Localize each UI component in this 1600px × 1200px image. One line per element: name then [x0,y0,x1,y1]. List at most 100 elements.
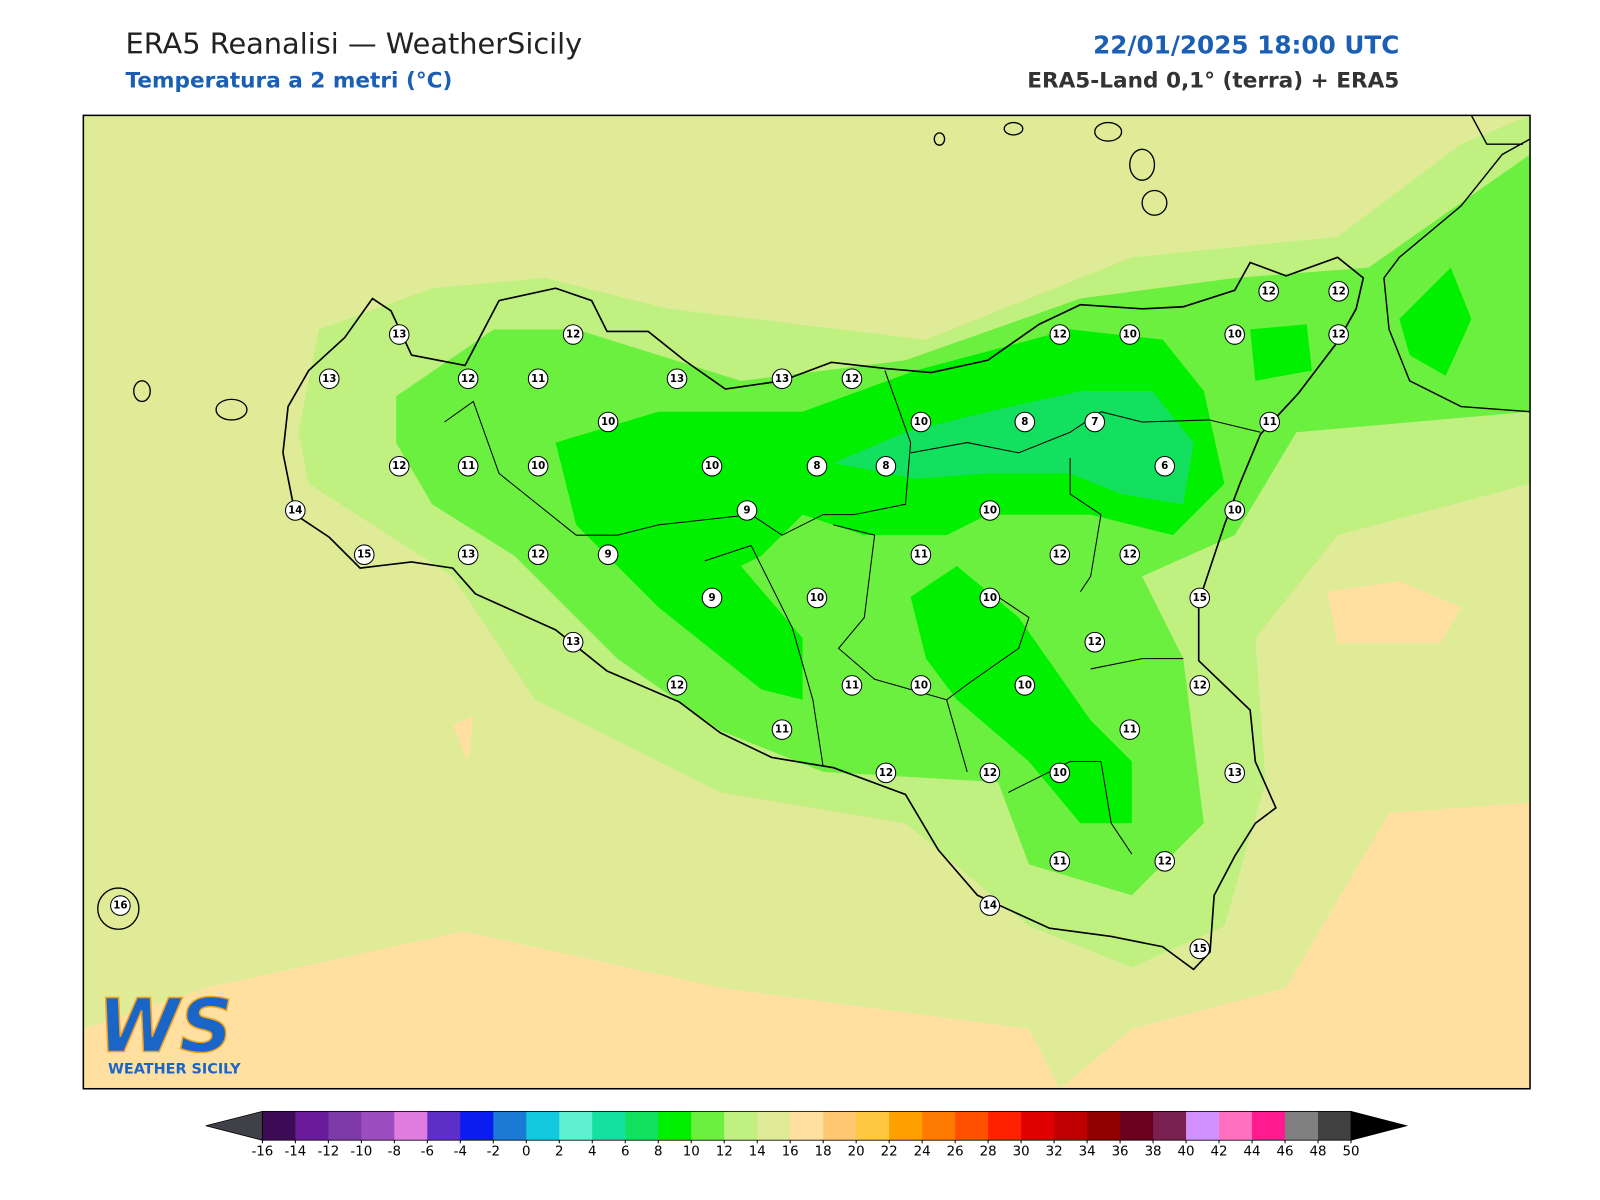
colorbar-swatch [493,1111,527,1141]
colorbar-swatch [790,1111,824,1141]
station-marker [979,500,1001,521]
station-value: 13 [392,329,406,341]
colorbar-swatch [724,1111,758,1141]
colorbar-tick-label: -8 [388,1145,401,1160]
colorbar-tick-label: 20 [848,1145,865,1160]
colorbar-swatch [1186,1111,1220,1141]
colorbar-tick-label: 26 [947,1145,964,1160]
subtitle: Temperatura a 2 metri (°C) [126,69,453,94]
station-marker [457,544,479,566]
station-marker [1119,544,1141,566]
station-value: 15 [1193,592,1207,604]
station-marker [875,455,897,477]
station-value: 11 [845,679,859,691]
colorbar-swatch [526,1111,560,1141]
colorbar-tick-label: 4 [588,1145,596,1160]
station-marker [701,587,723,609]
station-value: 12 [1332,285,1346,297]
station-value: 9 [743,504,750,516]
warm-area [1059,802,1531,1089]
station-marker [1224,500,1246,521]
colorbar-tick-label: -2 [487,1145,500,1160]
station-marker [562,324,584,345]
station-value: 12 [1053,549,1067,561]
station-value: 12 [1123,549,1137,561]
station-value: 10 [914,679,928,691]
colorbar-swatch [1021,1111,1055,1141]
colorbar-swatch [1120,1111,1154,1141]
map-frame [82,114,1531,1090]
colorbar-swatch [1054,1111,1088,1141]
station-value: 11 [1263,416,1277,428]
station-value: 15 [1193,943,1207,955]
station-marker [562,631,584,653]
station-value: 11 [1053,855,1067,867]
station-value: 12 [1158,855,1172,867]
station-value: 11 [1123,724,1137,736]
coastline [282,256,1365,971]
colorbar-swatch [1252,1111,1286,1141]
station-value: 12 [983,767,997,779]
station-marker [666,675,688,696]
station-value: 6 [1161,460,1168,472]
colorbar-swatch [757,1111,791,1141]
warm-area [83,931,1060,1089]
station-marker [1014,411,1036,433]
station-marker [1119,324,1141,345]
colorbar-swatch [592,1111,626,1141]
station-value: 12 [1262,285,1276,297]
station-marker [1328,281,1349,302]
colorbar-tick-label: -12 [317,1145,339,1160]
station-marker [1189,675,1211,696]
station-value: 14 [288,504,302,516]
colorbar-swatch [460,1111,494,1141]
colorbar-tick-label: 28 [980,1145,997,1160]
source: ERA5-Land 0,1° (terra) + ERA5 [1027,69,1399,94]
station-marker [910,544,932,566]
station-value: 12 [531,549,545,561]
station-marker [910,411,932,433]
colorbar-tick-label: 50 [1342,1145,1359,1160]
colorbar-swatch [1087,1111,1121,1141]
station-value: 10 [1123,329,1137,341]
colorbar-tick-label: -10 [350,1145,372,1160]
station-marker [806,455,828,477]
station-value: 10 [983,592,997,604]
colorbar-swatch [295,1111,329,1141]
station-marker [597,544,619,566]
station-value: 13 [461,549,475,561]
colorbar-tick-label: 34 [1079,1145,1096,1160]
colorbar-swatch [427,1111,461,1141]
station-value: 10 [810,592,824,604]
station-value: 10 [983,504,997,516]
warm-area [1327,581,1462,644]
station-marker [841,368,863,390]
station-marker [666,368,688,390]
station-marker [875,762,897,784]
colorbar-tick-label: -4 [454,1145,467,1160]
station-marker [597,411,619,433]
colorbar-swatch [1285,1111,1319,1141]
colorbar-swatch [1219,1111,1253,1141]
station-value: 10 [1228,329,1242,341]
station-marker [979,587,1001,609]
station-value: 10 [914,416,928,428]
warm-area [452,715,474,762]
colorbar-swatch [856,1111,890,1141]
station-marker [979,895,1001,916]
station-value: 12 [1332,329,1346,341]
colorbar-tick-label: 40 [1178,1145,1195,1160]
colorbar-tick-label: -6 [421,1145,434,1160]
logo-mark: WS [98,984,233,1070]
colorbar-swatch [922,1111,956,1141]
colorbar-swatch [889,1111,923,1141]
colorbar-tick-label: 22 [881,1145,898,1160]
station-marker [527,368,549,390]
station-marker [285,500,306,521]
colorbar-tick-label: 32 [1046,1145,1063,1160]
station-value: 10 [601,416,615,428]
colorbar-under [205,1110,263,1141]
station-marker [457,455,479,477]
